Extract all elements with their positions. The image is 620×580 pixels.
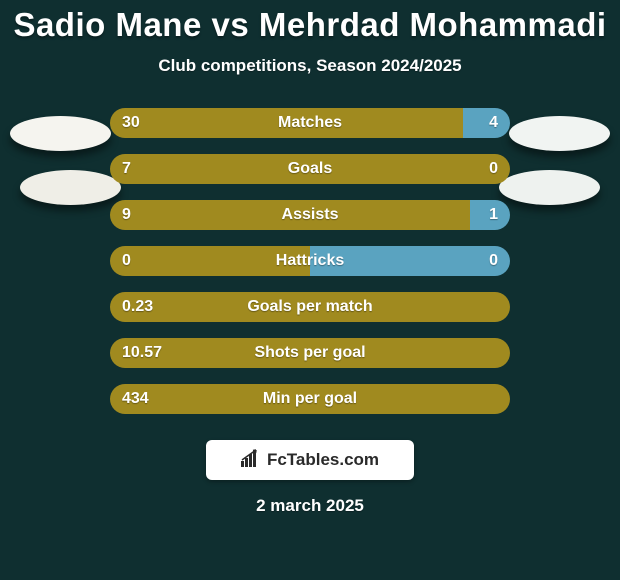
stat-value-left: 9 [122,206,131,224]
stats-area: Matches304Goals70Assists91Hattricks00Goa… [0,108,620,414]
stat-label: Hattricks [276,252,344,270]
page-title: Sadio Mane vs Mehrdad Mohammadi [13,6,606,44]
stat-row: Shots per goal 10.57 [110,338,510,368]
stat-row: Goals 7 0 [110,154,510,184]
stat-label: Shots per goal [254,344,365,362]
stat-value-right: 1 [489,206,498,224]
fctables-logo[interactable]: FcTables.com [206,440,414,480]
stat-value-left: 0.23 [122,298,153,316]
stat-row: Goals per match 0.23 [110,292,510,322]
team-badge-right-primary [509,116,610,151]
comparison-card: Sadio Mane vs Mehrdad Mohammadi Club com… [0,0,620,580]
stat-label: Goals [288,160,332,178]
bar-chart-icon [241,449,261,472]
stat-value-left: 7 [122,160,131,178]
stat-value-right: 0 [489,252,498,270]
stat-row: Min per goal 434 [110,384,510,414]
stat-value-left: 30 [122,114,140,132]
stat-value-right: 4 [489,114,498,132]
stat-row: Assists 9 1 [110,200,510,230]
stat-label: Matches [278,114,342,132]
subtitle: Club competitions, Season 2024/2025 [158,56,461,76]
stat-label: Assists [282,206,339,224]
stat-row: Hattricks 0 0 [110,246,510,276]
stat-label: Min per goal [263,390,357,408]
team-badge-left-secondary [20,170,121,205]
stat-value-left: 434 [122,390,149,408]
team-badge-right-secondary [499,170,600,205]
date: 2 march 2025 [256,496,364,516]
logo-text: FcTables.com [267,450,379,470]
stat-segment-right [463,108,510,138]
stat-value-right: 0 [489,160,498,178]
team-badge-left-primary [10,116,111,151]
stat-value-left: 0 [122,252,131,270]
stat-label: Goals per match [247,298,372,316]
stat-row: Matches 30 4 [110,108,510,138]
stat-rows: Matches304Goals70Assists91Hattricks00Goa… [110,108,510,414]
stat-value-left: 10.57 [122,344,162,362]
